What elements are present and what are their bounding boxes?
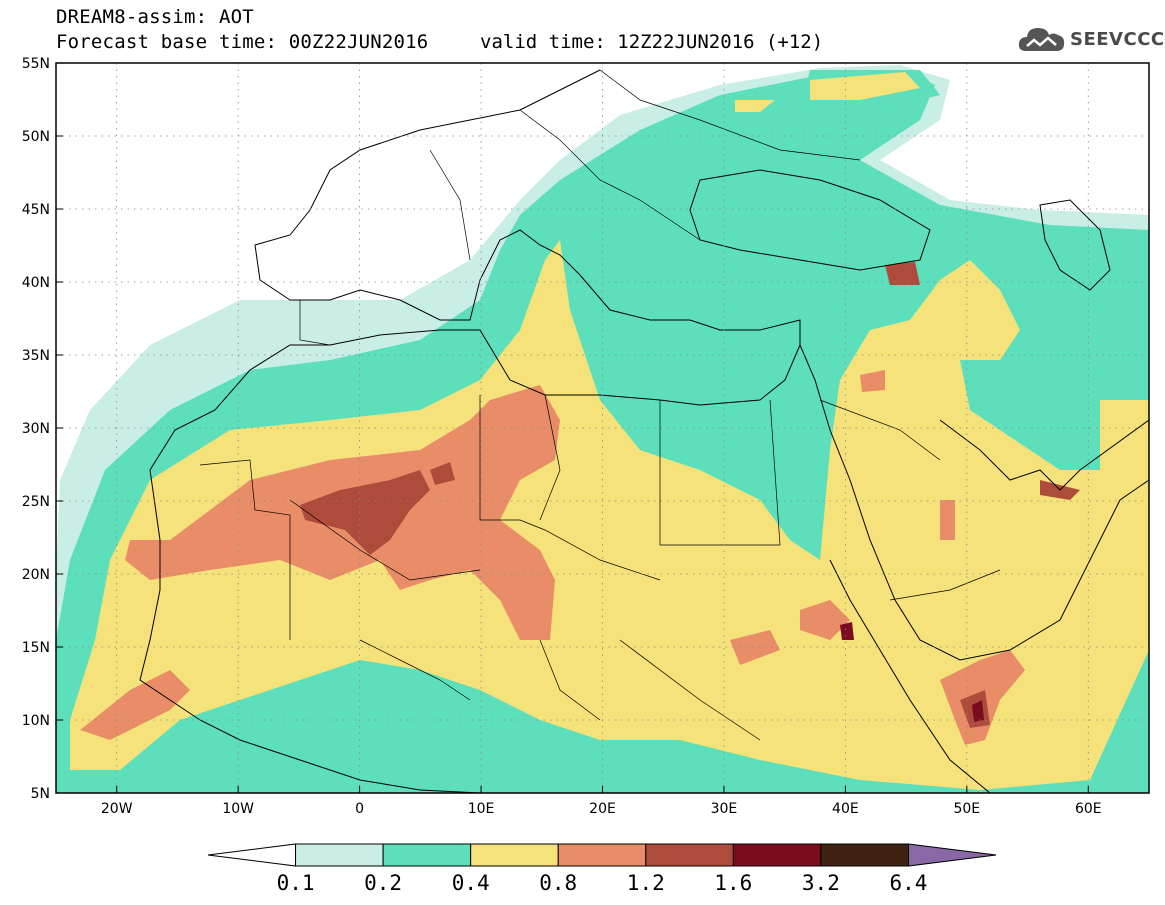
colorbar: 0.1 0.2 0.4 0.8 1.2 1.6 3.2 6.4 <box>207 843 997 895</box>
colorbar-level-label: 0.4 <box>452 871 490 895</box>
forecast-base-time: Forecast base time: 00Z22JUN2016 <box>56 31 429 53</box>
logo-text: SEEVCCC <box>1070 28 1165 50</box>
colorbar-level-label: 0.1 <box>277 871 315 895</box>
valid-time: valid time: 12Z22JUN2016 (+12) <box>480 31 824 53</box>
lat-tick-label: 10N <box>22 713 50 729</box>
lat-tick-label: 25N <box>22 494 50 510</box>
colorbar-level-label: 0.8 <box>539 871 577 895</box>
lat-tick-label: 20N <box>22 567 50 583</box>
lat-tick-label: 50N <box>22 129 50 145</box>
colorbar-level-label: 6.4 <box>889 871 927 895</box>
lon-tick-label: 60E <box>1075 801 1102 817</box>
lon-tick-label: 50E <box>953 801 980 817</box>
map-grid <box>56 63 1149 793</box>
lat-tick-label: 55N <box>22 56 50 72</box>
colorbar-segment <box>470 843 559 867</box>
lat-tick-label: 15N <box>22 640 50 656</box>
lon-tick-label: 20E <box>589 801 616 817</box>
colorbar-segment <box>295 843 384 867</box>
country-borders <box>199 69 1001 741</box>
lat-tick-label: 40N <box>22 275 50 291</box>
colorbar-segment <box>382 843 472 867</box>
lon-tick-label: 30E <box>711 801 738 817</box>
aot-field <box>56 63 1149 793</box>
lon-tick-label: 10E <box>468 801 495 817</box>
colorbar-level-label: 1.2 <box>627 871 665 895</box>
lat-tick-label: 35N <box>22 348 50 364</box>
axis-ticks: 55N 50N 45N 40N 35N 30N 25N 20N 15N 10N 5N 20W 10W 0 1… <box>22 56 1102 817</box>
colorbar-segment <box>557 843 647 867</box>
cloud-icon <box>1018 28 1065 51</box>
colorbar-arrow-high <box>907 843 997 867</box>
lon-tick-label: 40E <box>832 801 859 817</box>
lon-tick-label: 0 <box>355 801 364 817</box>
colorbar-segment <box>645 843 734 867</box>
colorbar-level-label: 1.6 <box>714 871 752 895</box>
coastlines <box>139 69 1149 793</box>
colorbar-level-label: 0.2 <box>364 871 402 895</box>
map-title: DREAM8-assim: AOT <box>56 6 254 28</box>
lon-tick-label: 10W <box>222 801 254 817</box>
lat-tick-label: 5N <box>31 786 50 802</box>
colorbar-level-label: 3.2 <box>802 871 840 895</box>
colorbar-segment <box>732 843 822 867</box>
lon-tick-label: 20W <box>101 801 133 817</box>
lat-tick-label: 30N <box>22 421 50 437</box>
seevccc-logo: SEEVCCC <box>1018 24 1165 54</box>
colorbar-segment <box>820 843 909 867</box>
aot-level-1.6 <box>840 622 984 722</box>
colorbar-arrow-low <box>207 843 297 867</box>
lat-tick-label: 45N <box>22 202 50 218</box>
